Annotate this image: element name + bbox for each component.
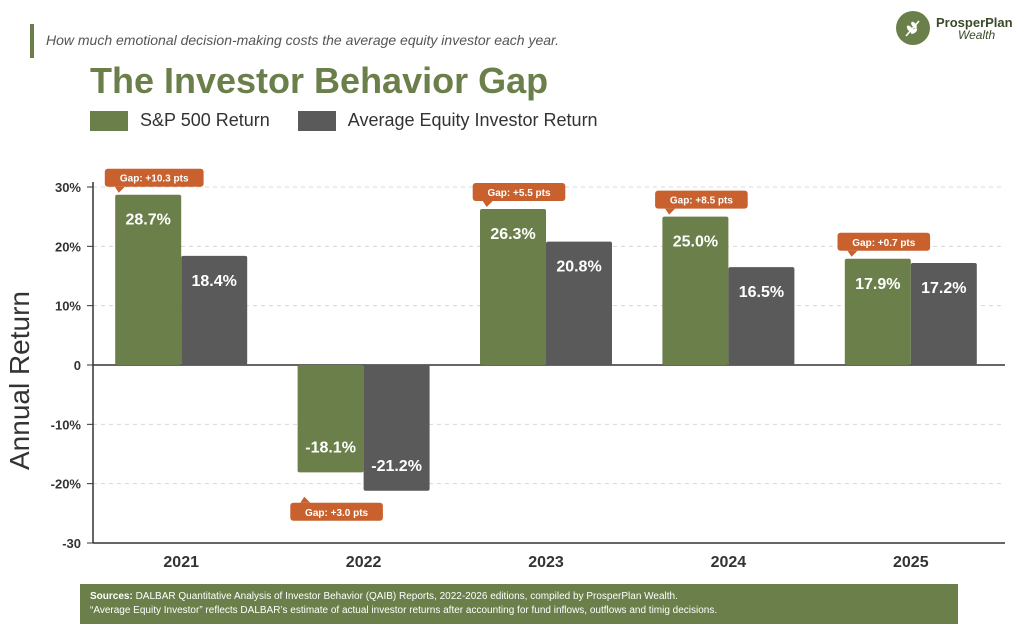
x-tick-label: 2025 (893, 554, 929, 571)
bar-investor-2021 (181, 255, 248, 365)
data-label: 26.3% (490, 226, 535, 243)
legend-item-investor: Average Equity Investor Return (297, 110, 598, 131)
gap-badge-pointer (847, 250, 858, 257)
data-label: -18.1% (305, 439, 356, 456)
data-label: 20.8% (556, 259, 601, 276)
y-tick-label: -10% (51, 417, 82, 432)
bar-sp500-2025 (844, 258, 911, 365)
gap-badge-pointer (665, 208, 676, 215)
gap-badge-pointer (300, 496, 311, 503)
legend-swatch-sp500 (90, 110, 128, 131)
y-tick-label: 30% (55, 180, 81, 195)
gap-badge (290, 502, 383, 521)
legend-swatch-investor (297, 110, 336, 131)
bar-sp500-2021 (115, 194, 182, 365)
bar-investor-2025 (910, 262, 977, 365)
chart-subtitle: How much emotional decision-making costs… (46, 32, 560, 48)
y-tick-label: 10% (55, 299, 81, 314)
sources-label: Sources: (90, 591, 133, 602)
gap-badge (104, 168, 204, 187)
leaf-icon (896, 11, 930, 45)
x-tick-label: 2024 (711, 554, 747, 571)
legend-item-sp500: S&P 500 Return (90, 110, 270, 131)
gap-badge (837, 232, 931, 251)
y-tick-label: -30 (62, 536, 81, 551)
gap-annotation: Gap: +0.7 pts (852, 238, 916, 249)
y-tick-label: 0 (74, 358, 81, 373)
y-tick-label: -20% (51, 477, 82, 492)
gap-annotation: Gap: +8.5 pts (670, 196, 734, 207)
chart-title: The Investor Behavior Gap (90, 60, 549, 101)
y-tick-label: 20% (55, 239, 81, 254)
legend: S&P 500 Return Average Equity Investor R… (90, 110, 626, 131)
bar-sp500-2023 (480, 208, 546, 365)
x-tick-label: 2023 (528, 554, 564, 571)
data-label: 25.0% (673, 234, 718, 251)
data-label: 18.4% (192, 273, 237, 290)
sources-line1: DALBAR Quantitative Analysis of Investor… (135, 591, 678, 602)
legend-label-investor: Average Equity Investor Return (347, 110, 598, 130)
accent-bar (30, 24, 34, 58)
bar-chart: 30% 20% 10% 0 -10% -20% -30 28.7% 18.4% 2021 Gap: … (51, 168, 1005, 571)
gap-badge (472, 182, 566, 201)
bar-investor-2024 (728, 267, 795, 365)
gap-badge-pointer (114, 186, 125, 193)
gap-badge (655, 190, 748, 209)
data-label: 28.7% (126, 212, 171, 229)
data-label: 17.2% (921, 280, 966, 297)
x-tick-label: 2022 (346, 554, 382, 571)
logo-tagline: Wealth (958, 27, 996, 42)
bar-investor-2022 (363, 365, 430, 491)
brand-logo: ProsperPlan Wealth (896, 11, 1013, 45)
gap-annotation: Gap: +10.3 pts (120, 174, 189, 185)
bar-sp500-2024 (662, 216, 729, 365)
legend-label-sp500: S&P 500 Return (140, 110, 270, 130)
x-tick-label: 2021 (163, 554, 199, 571)
sources-line2: “Average Equity Investor” reflects DALBA… (90, 605, 718, 616)
logo-name: ProsperPlan (936, 14, 1013, 30)
gap-annotation: Gap: +5.5 pts (487, 188, 551, 199)
bar-investor-2023 (546, 241, 612, 365)
data-label: 16.5% (739, 284, 784, 301)
bar-sp500-2022 (297, 365, 364, 473)
sources-box: Sources: DALBAR Quantitative Analysis of… (80, 584, 958, 624)
data-label: 17.9% (855, 276, 900, 293)
data-label: -21.2% (371, 458, 422, 475)
gap-badge-pointer (482, 200, 493, 207)
gap-annotation: Gap: +3.0 pts (305, 508, 369, 519)
